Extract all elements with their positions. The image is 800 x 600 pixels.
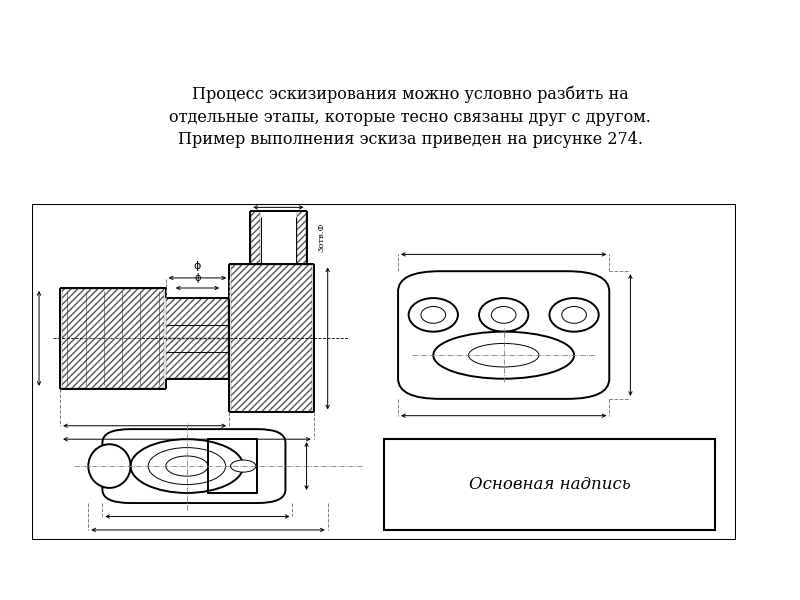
Polygon shape <box>62 289 164 388</box>
Circle shape <box>230 460 256 472</box>
Text: Рисунок 274: Рисунок 274 <box>355 499 465 515</box>
Text: ϕ: ϕ <box>194 273 201 283</box>
Bar <box>208 439 258 493</box>
Polygon shape <box>32 204 736 540</box>
Text: 11: 11 <box>686 508 708 525</box>
Bar <box>384 439 715 530</box>
FancyBboxPatch shape <box>102 429 286 503</box>
Text: Основная надпись: Основная надпись <box>469 476 630 493</box>
Ellipse shape <box>409 298 458 332</box>
Ellipse shape <box>434 332 574 379</box>
FancyBboxPatch shape <box>398 271 610 399</box>
Text: ϕ: ϕ <box>194 261 201 271</box>
Text: Процесс эскизирования можно условно разбить на
отдельные этапы, которые тесно св: Процесс эскизирования можно условно разб… <box>169 86 651 148</box>
Ellipse shape <box>550 298 598 332</box>
Ellipse shape <box>479 298 528 332</box>
Text: 3отв.Ф: 3отв.Ф <box>317 223 325 253</box>
Ellipse shape <box>88 444 130 488</box>
